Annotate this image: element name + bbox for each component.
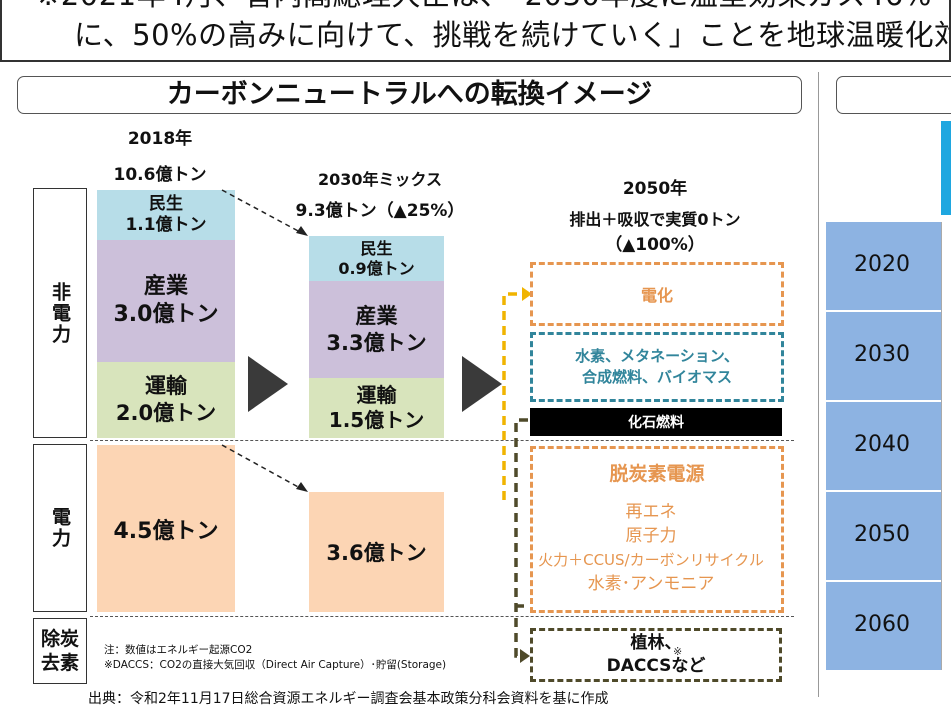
bar-2030-power-value: 3.6億トン — [326, 541, 427, 565]
year-row-2020-label: 2020 — [854, 252, 910, 277]
year-2050: 2050年 — [622, 179, 688, 199]
bar-2018-power-value: 4.5億トン — [113, 518, 219, 544]
year-row-2050: 2050 — [826, 492, 951, 582]
bar-2018-unyu-value: 2.0億トン — [115, 401, 217, 425]
bar-2030-sangyo-name: 産業 — [355, 303, 398, 328]
box-fossil: 化石燃料 — [530, 408, 782, 436]
total-2030: 9.3億トン（▲25%） — [295, 201, 465, 221]
bar-2018-unyu: 運輸 2.0億トン — [97, 362, 235, 438]
thermal-item: 火力＋CCUS/カーボンリサイクル — [538, 551, 764, 569]
separator-removal — [90, 616, 794, 617]
electrify-arrow-line — [502, 292, 525, 500]
year-row-2030: 2030 — [826, 312, 951, 402]
bar-2018-sangyo: 産業 3.0億トン — [97, 240, 235, 362]
panel-divider — [818, 72, 819, 697]
year-row-2050-content — [941, 492, 951, 582]
bar-2030-unyu-value: 1.5億トン — [328, 408, 425, 432]
section-power-label: 電力 — [49, 507, 71, 549]
box-decarb-power: 脱炭素電源 再エネ 原子力 火力＋CCUS/カーボンリサイクル 水素･アンモニア — [530, 446, 784, 613]
bar-2018-minsei-value: 1.1億トン — [125, 215, 207, 235]
year-row-2040: 2040 — [826, 402, 951, 492]
section-power: 電力 — [33, 444, 87, 612]
separator-power — [90, 440, 794, 441]
banner-line-2: に、50%の高みに向けて、挑戦を続けていく」ことを地球温暖化対策 — [74, 18, 951, 52]
electrify-label: 電化 — [640, 286, 673, 305]
section-non-power: 非電力 — [33, 188, 87, 438]
page-title: カーボンニュートラルへの転換イメージ — [17, 76, 802, 114]
ammonia-item: 水素･アンモニア — [587, 574, 715, 594]
connector-non-power — [221, 189, 301, 233]
year-row-2060-content — [941, 582, 951, 670]
year-row-2040-content — [941, 402, 951, 492]
subtitle-2050: 排出＋吸収で実質0トン — [569, 210, 741, 229]
daccs-footnote-mark: ※ — [673, 645, 683, 658]
fossil-bracket-line — [514, 418, 528, 658]
reduction-2050: （▲100%） — [605, 235, 705, 255]
synthetic-label: 合成燃料、バイオマス — [581, 368, 732, 386]
bar-2018-sangyo-name: 産業 — [143, 274, 188, 299]
connector-power-head — [296, 482, 308, 492]
total-2018: 10.6億トン — [113, 165, 207, 185]
note-2: ※DACCS：CO2の直接大気回収（Direct Air Capture）･貯留… — [104, 659, 447, 671]
bar-2018-minsei-name: 民生 — [149, 194, 183, 214]
arrow-2030-to-2050-icon — [462, 356, 502, 412]
bar-2030-sangyo-value: 3.3億トン — [326, 330, 427, 355]
bar-2030-minsei-name: 民生 — [360, 238, 393, 258]
bar-2030-unyu: 運輸 1.5億トン — [309, 378, 444, 438]
removal-arrow-head — [520, 649, 530, 663]
bar-2018-power: 4.5億トン — [97, 445, 235, 612]
section-non-power-label: 非電力 — [49, 281, 71, 345]
banner-line-1: ※2021年4月、菅内閣総理大臣は、「2030年度に温室効果ガス46% — [36, 0, 932, 14]
year-row-2040-label: 2040 — [854, 432, 910, 457]
decarb-title: 脱炭素電源 — [609, 463, 705, 485]
bar-2030-minsei-value: 0.9億トン — [338, 258, 415, 278]
bar-2030-sangyo: 産業 3.3億トン — [309, 281, 444, 378]
bar-2018-sangyo-value: 3.0億トン — [113, 302, 219, 327]
year-row-2030-label: 2030 — [854, 342, 910, 367]
year-row-2020-content — [941, 222, 951, 312]
bar-2030-unyu-name: 運輸 — [356, 383, 397, 407]
year-2018: 2018年 — [127, 129, 193, 149]
connector-power — [221, 444, 301, 489]
electrify-arrow-head — [522, 287, 532, 301]
box-removal: 植林、 DACCSなど — [530, 628, 782, 682]
year-row-2060-label: 2060 — [854, 612, 910, 637]
fossil-label: 化石燃料 — [628, 415, 684, 431]
bar-2018-unyu-name: 運輸 — [145, 374, 187, 398]
box-hydrogen: 水素、メタネーション、 合成燃料、バイオマス — [530, 332, 784, 402]
daccs-label: DACCSなど — [606, 656, 706, 676]
year-row-2030-content — [941, 312, 951, 402]
year-2030: 2030年ミックス — [317, 170, 443, 189]
note-1: 注：数値はエネルギー起源CO2 — [104, 644, 253, 656]
forest-label: 植林、 — [630, 633, 682, 653]
bar-2030-power: 3.6億トン — [309, 492, 444, 612]
notice-banner: ※2021年4月、菅内閣総理大臣は、「2030年度に温室効果ガス46% に、50… — [0, 0, 951, 62]
right-panel-title-box — [836, 76, 951, 114]
decarb-list: 再エネ 原子力 火力＋CCUS/カーボンリサイクル 水素･アンモニア — [521, 500, 781, 596]
bar-2030-minsei: 民生 0.9億トン — [309, 236, 444, 281]
bar-2018-minsei: 民生 1.1億トン — [97, 190, 235, 240]
connector-non-power-head — [296, 226, 308, 236]
section-removal-label: 除炭去素 — [40, 628, 79, 674]
box-electrify: 電化 — [530, 262, 784, 326]
section-removal: 除炭去素 — [33, 618, 87, 684]
years-table: 2020 2030 2040 2050 2060 — [826, 222, 951, 670]
right-header-accent — [941, 121, 951, 215]
year-row-2020: 2020 — [826, 222, 951, 312]
renew-item: 再エネ — [625, 502, 677, 522]
arrow-2018-to-2030-icon — [248, 356, 288, 412]
year-row-2060: 2060 — [826, 582, 951, 670]
nuclear-item: 原子力 — [625, 526, 677, 546]
year-row-2050-label: 2050 — [854, 522, 910, 547]
hydrogen-label: 水素、メタネーション、 — [575, 347, 739, 365]
source-citation: 出典：令和2年11月17日総合資源エネルギー調査会基本政策分科会資料を基に作成 — [88, 691, 609, 707]
